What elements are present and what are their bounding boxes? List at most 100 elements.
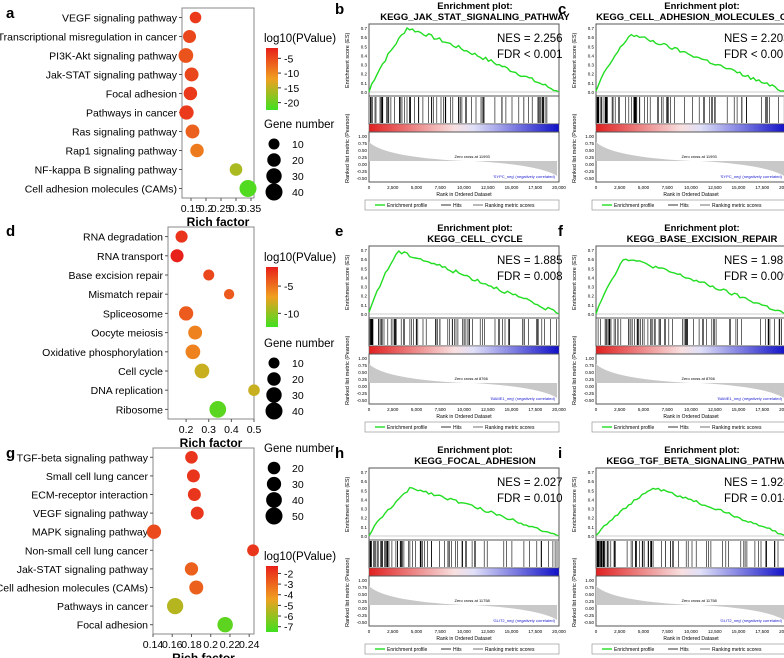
color-tick-label: -10 [284,68,299,80]
es-frame [595,245,784,319]
legend-box [591,199,784,211]
x-tick-label: 0 [595,629,598,634]
es-tick-label: 0.6 [588,35,595,40]
x-tick-label: 20,000 [779,185,784,190]
pathway-label: Focal adhesion [77,620,148,632]
negative-label: 'SYPC_neg' (negatively correlated) [720,174,783,179]
legend-profile-label: Enrichment profile [387,647,428,653]
es-tick-label: 0.0 [588,312,595,317]
es-tick-label: 0.5 [361,488,368,493]
nes-value: NES = 1.981 [724,255,784,267]
x-tick-label: 12,500 [481,629,495,634]
hits-frame [595,317,784,347]
es-tick-label: 0.6 [361,257,368,262]
data-point [178,48,194,63]
pathway-label: Pathways in cancer [57,601,149,613]
legend-box [364,421,560,433]
x-tick-label: 7,500 [435,407,447,412]
plot-title-line1: Enrichment plot: [437,223,512,234]
pathway-label: VEGF signaling pathway [33,508,149,520]
es-frame [368,245,560,319]
metric-tick-label: -0.50 [584,176,595,181]
pathway-label: Base excision repair [68,270,163,282]
zero-cross-label: Zero cross at 8766 [682,376,716,381]
metric-tick-label: 0.00 [585,162,594,167]
x-tick-label: 0 [595,185,598,190]
negative-label: 'GLIT2_neg' (negatively correlated) [493,618,556,623]
x-tick-label: 15,000 [505,185,519,190]
x-tick-label: 0.35 [241,203,262,215]
panel-letter: f [558,223,564,240]
es-tick-label: 0.2 [361,516,368,521]
plot-title-line1: Enrichment plot: [437,1,512,12]
x-tick-label: 15,000 [732,185,746,190]
es-axis-label: Enrichment score (ES) [345,255,351,310]
data-point [229,163,243,176]
size-legend-dot [265,507,283,525]
gsea-panel-f: f Enrichment plot:KEGG_BASE_EXCISION_REPA… [558,223,784,433]
metric-tick-label: 1.00 [585,578,594,583]
data-point [146,524,162,539]
size-legend-label: 40 [292,187,304,199]
hit-marks [369,541,558,567]
enrichment-curve [595,258,784,315]
x-tick-label: 20,000 [552,185,566,190]
data-point [185,124,200,139]
enrichment-curve [595,487,784,537]
es-tick-label: 0.7 [361,248,368,253]
es-tick-label: 0.5 [588,266,595,271]
size-legend-label: 20 [292,463,304,475]
es-axis-label: Enrichment score (ES) [572,255,578,310]
pathway-label: Oocyte meiosis [91,328,163,340]
rank-heatbar [368,123,560,133]
metric-axis-label: Ranked list metric (Pearson) [345,113,351,183]
x-tick-label: 7,500 [435,629,447,634]
pathway-label: Transcriptional misregulation in cancer [0,32,178,44]
es-tick-label: 0.4 [361,275,368,280]
negative-label: 'GLIT2_neg' (negatively correlated) [720,618,783,623]
legend-rank-label: Ranking metric scores [485,425,535,431]
pathway-label: Cell adhesion molecules (CAMs) [25,184,177,196]
hit-marks [369,319,557,345]
panel-letter: d [6,223,15,240]
plot-title-line1: Enrichment plot: [437,445,512,456]
metric-axis-label: Ranked list metric (Pearson) [572,335,578,405]
data-point [188,325,203,340]
x-axis-label: Rich factor [172,651,235,658]
enrichment-curve [368,486,560,537]
plot-frame [167,226,255,420]
rank-heatbar [368,567,560,577]
size-legend-label: 40 [292,406,304,418]
rank-heatbar [368,345,560,355]
es-tick-label: 0.7 [588,26,595,31]
x-tick-label: 0 [368,629,371,634]
x-tick-label: 0.18 [181,639,202,651]
x-tick-label: 17,500 [528,185,542,190]
legend-box [591,421,784,433]
nes-value: NES = 1.928 [724,477,784,489]
x-tick-label: 10,000 [684,185,698,190]
x-axis-label: Rank in Ordered Dataset [436,636,492,642]
x-tick-label: 0.2 [199,203,214,215]
x-tick-label: 0.3 [229,203,244,215]
es-tick-label: 0.3 [588,285,595,290]
gsea-panel-i: i Enrichment plot:KEGG_TGF_BETA_SIGNALING… [558,445,784,655]
es-tick-label: 0.7 [361,26,368,31]
size-legend-label: 30 [292,479,304,491]
es-tick-label: 0.4 [361,497,368,502]
gsea-panel-b: b Enrichment plot:KEGG_JAK_STAT_SIGNALING… [335,1,570,211]
x-tick-label: 0.15 [181,203,202,215]
x-tick-label: 7,500 [435,185,447,190]
es-tick-label: 0.7 [361,470,368,475]
nes-value: NES = 2.256 [497,33,563,45]
es-axis-label: Enrichment score (ES) [572,477,578,532]
rank-heatbar [595,123,784,133]
color-tick-label: -6 [284,611,293,623]
x-tick-label: 10,000 [684,629,698,634]
zero-cross-label: Zero cross at 11758 [682,598,718,603]
panel-letter: a [6,5,15,22]
x-tick-label: 0.25 [211,203,232,215]
color-bar [266,566,278,632]
x-tick-label: 15,000 [505,407,519,412]
data-point [190,143,204,158]
